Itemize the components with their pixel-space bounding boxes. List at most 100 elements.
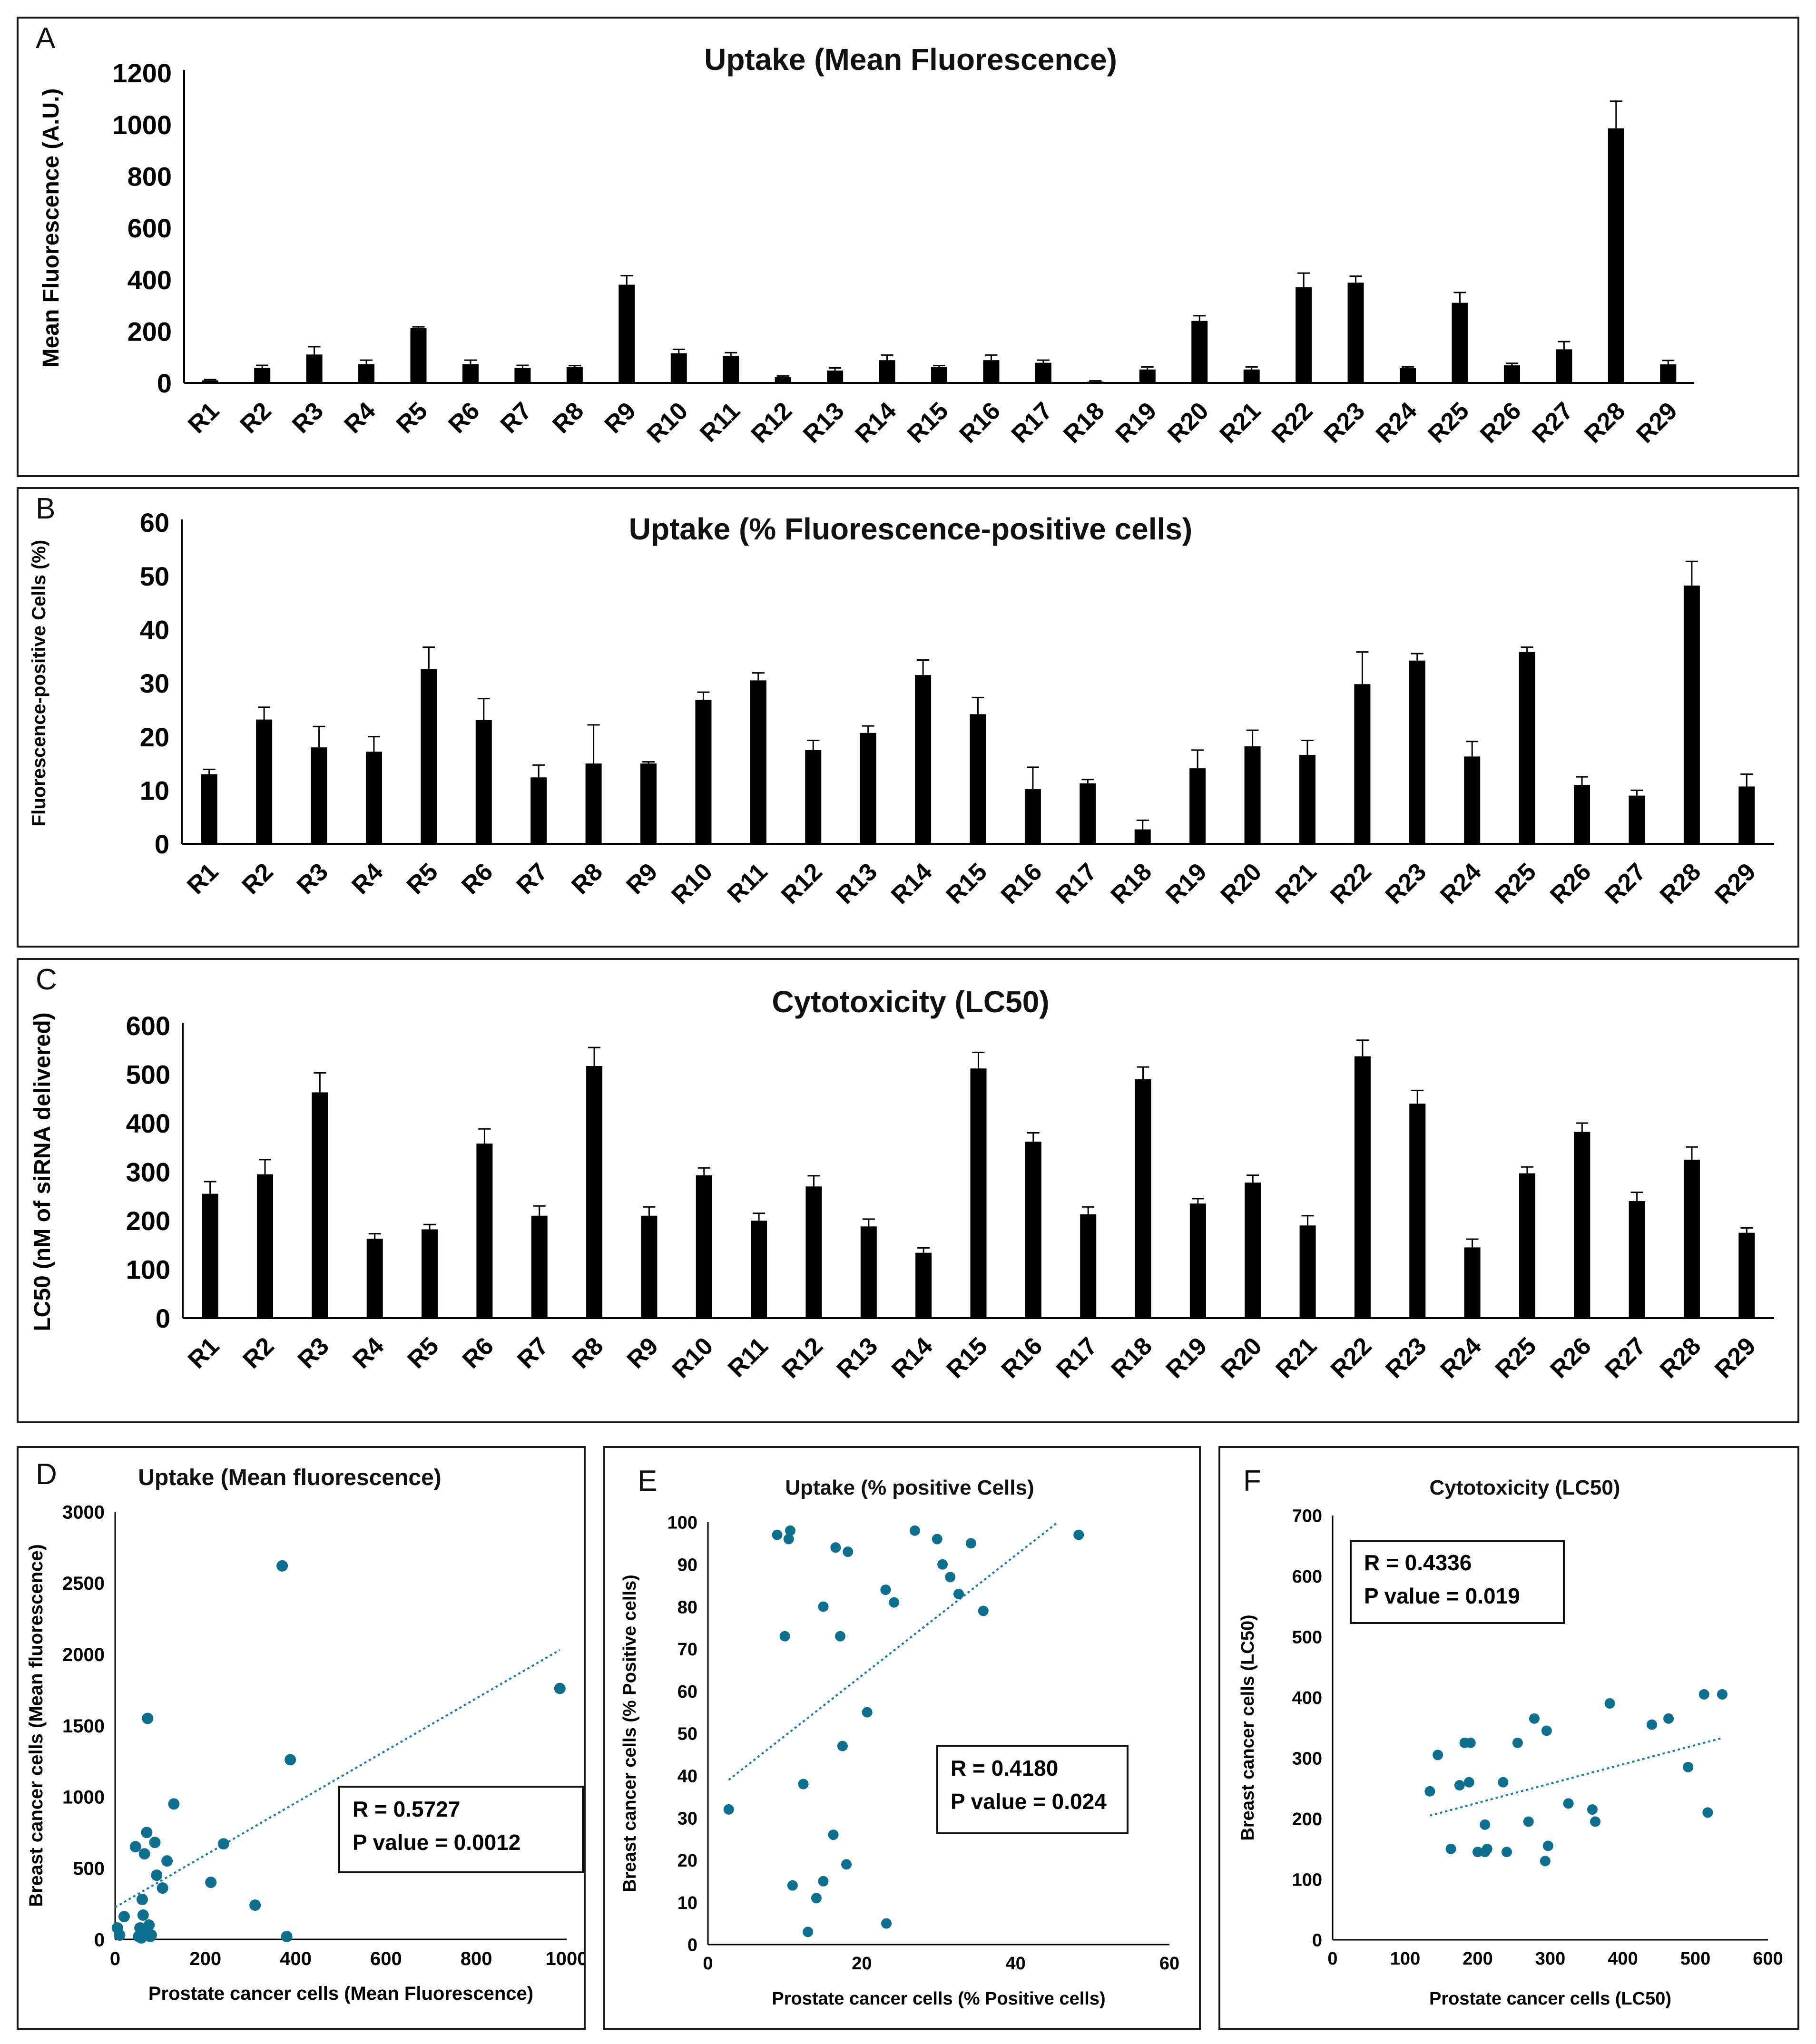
x-tick-label: 60 — [1159, 1954, 1179, 1974]
x-tick-label: R3 — [292, 858, 334, 900]
bar — [618, 284, 635, 383]
x-tick-label: R7 — [495, 397, 537, 439]
scatter-point — [889, 1597, 900, 1608]
y-tick-label: 0 — [1312, 1931, 1322, 1951]
trend-line — [1429, 1737, 1723, 1817]
scatter-point — [114, 1929, 126, 1941]
bar — [1660, 364, 1677, 383]
x-tick-label: R4 — [346, 858, 388, 900]
bar — [476, 1144, 493, 1318]
x-tick-label: R9 — [599, 397, 641, 439]
scatter-point — [157, 1882, 168, 1894]
x-tick-label: R12 — [776, 1332, 828, 1383]
scatter-point — [1717, 1689, 1728, 1700]
scatter-point — [1563, 1798, 1574, 1809]
bar — [1400, 368, 1416, 383]
x-tick-label: R24 — [1435, 858, 1487, 910]
y-tick-label: 500 — [73, 1858, 105, 1879]
x-tick-label: R22 — [1325, 858, 1376, 909]
y-tick-label: 1500 — [62, 1716, 105, 1737]
scatter-point — [145, 1929, 157, 1941]
bar — [1080, 783, 1096, 844]
y-tick-label: 1200 — [112, 58, 172, 88]
scatter-point — [149, 1837, 161, 1848]
scatter-point — [932, 1534, 942, 1545]
chart-title: Uptake (% Fluorescence-positive cells) — [629, 512, 1192, 546]
x-tick-label: R27 — [1600, 858, 1651, 909]
bar — [201, 774, 217, 844]
scatter-point — [1480, 1819, 1491, 1830]
bar — [879, 360, 895, 383]
y-tick-label: 30 — [677, 1809, 697, 1829]
x-axis-label: Prostate cancer cells (% Positive cells) — [772, 1989, 1105, 2009]
x-tick-label: R15 — [942, 1332, 993, 1383]
bar — [531, 1215, 548, 1318]
bar — [805, 750, 822, 844]
scatter-point — [835, 1631, 846, 1642]
scatter-point — [554, 1682, 566, 1694]
scatter-point — [137, 1909, 149, 1921]
bar — [1189, 768, 1206, 844]
y-tick-label: 2000 — [62, 1644, 105, 1665]
x-tick-label: R16 — [996, 858, 1047, 909]
bar — [1189, 1203, 1206, 1318]
x-tick-label: R15 — [941, 858, 992, 909]
x-tick-label: R24 — [1435, 1332, 1487, 1384]
y-tick-label: 90 — [677, 1555, 697, 1575]
x-tick-label: R11 — [722, 858, 773, 908]
bar — [254, 368, 271, 383]
x-tick-label: 0 — [110, 1948, 120, 1969]
x-tick-label: 200 — [189, 1948, 221, 1969]
x-tick-label: 500 — [1680, 1949, 1710, 1969]
x-tick-label: R22 — [1266, 397, 1318, 448]
scatter-point — [965, 1538, 976, 1549]
scatter-point — [862, 1707, 873, 1718]
scatter-point — [1587, 1804, 1598, 1815]
x-axis-label: Prostate cancer cells (Mean Fluorescence… — [148, 1983, 533, 2004]
scatter-point — [1542, 1840, 1553, 1851]
bar — [1409, 660, 1425, 844]
p-value-f: P value = 0.019 — [1364, 1584, 1520, 1608]
r-value-d: R = 0.5727 — [353, 1797, 461, 1821]
scatter-point — [118, 1911, 130, 1923]
bar — [1296, 287, 1312, 383]
x-tick-label: R7 — [511, 858, 553, 900]
p-value-e: P value = 0.024 — [951, 1789, 1107, 1814]
y-tick-label: 200 — [1292, 1809, 1322, 1829]
scatter-point — [837, 1741, 848, 1751]
x-tick-label: R18 — [1106, 858, 1157, 909]
bar — [256, 719, 273, 844]
p-value-d: P value = 0.0012 — [353, 1830, 521, 1855]
y-tick-label: 600 — [126, 1011, 170, 1041]
scatter-point — [881, 1918, 892, 1929]
scatter-point — [1698, 1689, 1709, 1700]
x-tick-label: 100 — [1390, 1949, 1420, 1969]
x-tick-label: R17 — [1006, 397, 1058, 448]
scatter-point — [137, 1929, 149, 1941]
stats-box-f: R = 0.4336 P value = 0.019 — [1350, 1540, 1565, 1624]
bar — [751, 1221, 767, 1318]
x-tick-label: R8 — [567, 1332, 609, 1374]
bar — [970, 1068, 987, 1318]
x-tick-label: R25 — [1490, 858, 1541, 909]
y-axis-label: Breast cancer cells (Mean fluorescence) — [26, 1544, 47, 1907]
bar — [1354, 1056, 1371, 1318]
x-tick-label: 0 — [703, 1954, 713, 1974]
y-tick-label: 50 — [140, 561, 169, 591]
bar — [1574, 1132, 1590, 1318]
scatter-point — [1465, 1737, 1476, 1748]
y-tick-label: 20 — [140, 722, 169, 752]
bar — [670, 353, 687, 383]
x-tick-label: R13 — [798, 397, 849, 448]
x-tick-label: R17 — [1051, 1332, 1102, 1383]
scatter-point — [1502, 1847, 1512, 1858]
x-tick-label: 600 — [1753, 1949, 1783, 1969]
scatter-point — [1541, 1725, 1552, 1736]
y-tick-label: 500 — [126, 1060, 170, 1090]
x-tick-label: R1 — [182, 858, 224, 900]
x-tick-label: R29 — [1631, 397, 1682, 448]
x-tick-label: R14 — [886, 858, 938, 910]
x-tick-label: R5 — [402, 1332, 444, 1374]
scatter-point — [138, 1848, 150, 1860]
x-tick-label: R23 — [1319, 397, 1370, 448]
